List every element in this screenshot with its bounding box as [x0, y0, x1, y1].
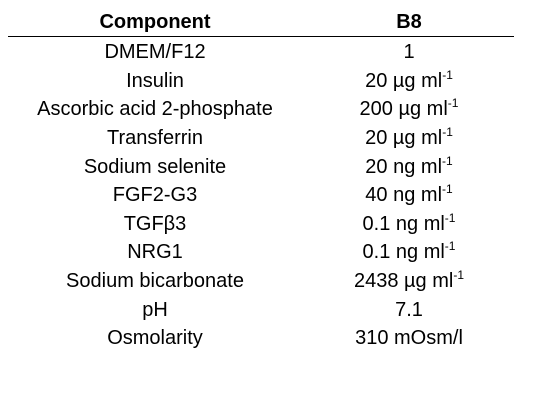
value-exponent: -1 [442, 125, 453, 140]
table-row: TGFβ3 0.1 ng ml-1 [0, 210, 520, 239]
component-cell: Sodium bicarbonate [66, 270, 244, 293]
value-cell: 20 µg ml-1 [329, 125, 489, 150]
value-exponent: -1 [453, 268, 465, 283]
table-row: pH 7.1 [0, 295, 520, 324]
component-cell: TGFβ3 [123, 212, 187, 235]
value-text: 40 ng ml [365, 184, 443, 207]
value-cell: 0.1 ng ml-1 [329, 210, 489, 235]
table-body: DMEM/F12 1 Insulin 20 µg ml-1 Ascorbic a… [0, 38, 520, 353]
value-cell: 2438 µg ml-1 [329, 268, 489, 293]
table-row: FGF2-G3 40 ng ml-1 [0, 181, 520, 210]
component-cell: Osmolarity [107, 327, 203, 350]
value-text: 200 µg ml [359, 98, 448, 121]
header-component: Component [99, 11, 211, 33]
component-cell: pH [142, 298, 168, 321]
value-exponent: -1 [447, 96, 459, 111]
value-text: 0.1 ng ml [362, 241, 445, 264]
value-text: 2438 µg ml [353, 270, 454, 293]
value-text: 20 µg ml [365, 69, 443, 92]
value-text: 1 [403, 41, 415, 64]
value-exponent: -1 [444, 210, 456, 225]
table-row: Ascorbic acid 2-phosphate 200 µg ml-1 [0, 95, 520, 124]
value-text: 7.1 [395, 298, 423, 321]
value-text: 310 mOsm/l [355, 327, 463, 350]
value-text: 20 µg ml [365, 127, 443, 150]
component-cell: Insulin [126, 69, 184, 92]
table-row: Sodium bicarbonate 2438 µg ml-1 [0, 267, 520, 296]
value-cell: 40 ng ml-1 [329, 182, 489, 207]
table-header-row: Component B8 [0, 8, 520, 36]
value-exponent: -1 [442, 67, 453, 82]
value-cell: 20 µg ml-1 [329, 67, 489, 92]
header-b8: B8 [396, 11, 422, 33]
value-text: 0.1 ng ml [362, 212, 445, 235]
media-composition-table: Component B8 [0, 8, 520, 36]
table-row: Insulin 20 µg ml-1 [0, 67, 520, 96]
component-cell: NRG1 [127, 241, 183, 264]
table-row: NRG1 0.1 ng ml-1 [0, 238, 520, 267]
component-cell: Ascorbic acid 2-phosphate [37, 98, 273, 121]
value-cell: 7.1 [329, 300, 489, 320]
value-exponent: -1 [442, 182, 453, 197]
table-row: DMEM/F12 1 [0, 38, 520, 67]
header-divider [8, 36, 514, 37]
table-row: Osmolarity 310 mOsm/l [0, 324, 520, 353]
value-text: 20 ng ml [365, 155, 443, 178]
component-cell: DMEM/F12 [104, 41, 206, 64]
table-row: Transferrin 20 µg ml-1 [0, 124, 520, 153]
component-cell: Transferrin [107, 127, 203, 150]
value-exponent: -1 [444, 239, 456, 254]
value-cell: 200 µg ml-1 [329, 96, 489, 121]
value-cell: 1 [329, 42, 489, 62]
value-cell: 20 ng ml-1 [329, 153, 489, 178]
component-cell: FGF2-G3 [112, 184, 198, 207]
value-cell: 0.1 ng ml-1 [329, 239, 489, 264]
value-exponent: -1 [442, 153, 453, 168]
component-cell: Sodium selenite [83, 155, 227, 178]
table-row: Sodium selenite 20 ng ml-1 [0, 152, 520, 181]
value-cell: 310 mOsm/l [329, 328, 489, 348]
